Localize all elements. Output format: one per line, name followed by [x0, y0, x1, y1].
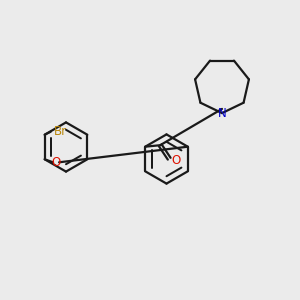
Text: Br: Br	[54, 125, 67, 138]
Text: O: O	[52, 156, 61, 169]
Text: O: O	[171, 154, 181, 167]
Text: N: N	[218, 106, 226, 120]
